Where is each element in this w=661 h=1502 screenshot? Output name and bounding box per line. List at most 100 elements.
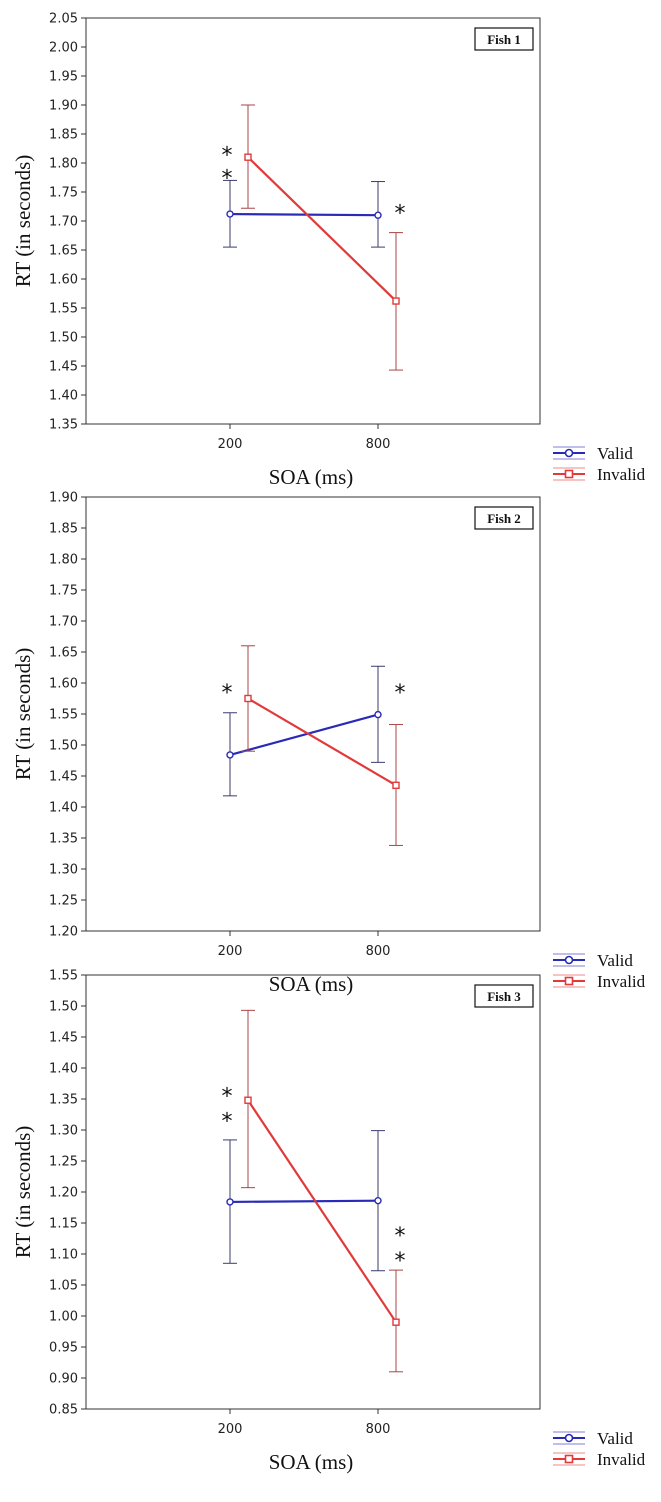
y-tick-label: 1.60 [49, 677, 78, 692]
y-tick-label: 1.15 [49, 1217, 78, 1232]
y-axis-label: RT (in seconds) [11, 155, 35, 288]
plot-frame [85, 974, 541, 1410]
y-tick-label: 1.35 [49, 1093, 78, 1108]
legend-label: Invalid [597, 465, 646, 484]
legend-label: Valid [597, 444, 633, 463]
legend-item-valid: Valid [553, 951, 633, 970]
y-tick-label: 1.90 [49, 99, 78, 114]
x-tick-label: 800 [366, 944, 391, 959]
y-tick-label: 0.85 [49, 1403, 78, 1418]
y-tick-label: 1.50 [49, 739, 78, 754]
chart-panel-1: 1.35 1.40 1.45 1.50 1.55 1.60 1.65 1.70 1.75 1.80… [11, 12, 646, 490]
series-line-valid [229, 1199, 379, 1204]
y-tick-label: 1.00 [49, 1310, 78, 1325]
legend-item-valid: Valid [553, 1429, 633, 1448]
legend-label: Valid [597, 1429, 633, 1448]
y-tick-label: 1.05 [49, 1279, 78, 1294]
data-point-valid [374, 211, 382, 219]
data-point-valid [226, 751, 234, 759]
y-tick-label: 1.75 [49, 584, 78, 599]
data-point-invalid [244, 153, 252, 161]
x-tick-label: 800 [366, 1422, 391, 1437]
y-tick-label: 1.80 [49, 553, 78, 568]
significance-star: * [395, 681, 406, 706]
series-line-valid [229, 212, 379, 217]
panel-title: Fish 2 [487, 511, 521, 526]
legend-item-invalid: Invalid [553, 465, 646, 484]
y-tick-label: 1.95 [49, 70, 78, 85]
y-tick-label: 2.00 [49, 41, 78, 56]
panel-title-frame [474, 506, 534, 530]
data-point-invalid [392, 297, 400, 305]
data-point-valid [226, 1198, 234, 1206]
significance-star: * [395, 1249, 406, 1274]
y-tick-label: 1.60 [49, 273, 78, 288]
y-tick-label: 1.75 [49, 186, 78, 201]
y-tick-label: 0.95 [49, 1341, 78, 1356]
legend-item-valid: Valid [553, 444, 633, 463]
legend-item-invalid: Invalid [553, 1450, 646, 1469]
data-point-invalid [244, 694, 252, 703]
data-point-invalid [244, 1096, 252, 1104]
x-tick-label: 800 [366, 437, 391, 452]
y-tick-label: 1.25 [49, 894, 78, 909]
panel-title-frame [474, 984, 534, 1008]
x-tick-label: 200 [218, 437, 243, 452]
legend-marker-square [564, 976, 574, 986]
significance-star: * [222, 144, 233, 169]
y-tick-label: 1.65 [49, 244, 78, 259]
series-line-invalid [247, 156, 397, 302]
y-tick-label: 1.50 [49, 331, 78, 346]
y-tick-label: 1.45 [49, 770, 78, 785]
y-tick-label: 1.45 [49, 1031, 78, 1046]
chart-panel-3: 0.85 0.90 0.95 1.00 1.05 1.10 1.15 1.20 1.25 1.30… [11, 969, 646, 1475]
plot-frame [85, 496, 541, 932]
y-axis-label: RT (in seconds) [11, 648, 35, 781]
x-tick-label: 200 [218, 944, 243, 959]
panel-title: Fish 3 [487, 989, 521, 1004]
panel-title: Fish 1 [487, 32, 521, 47]
y-tick-label: 1.10 [49, 1248, 78, 1263]
y-tick-label: 1.85 [49, 128, 78, 143]
y-tick-label: 1.50 [49, 1000, 78, 1015]
panel-title-box: Fish 3 [474, 984, 534, 1008]
y-tick-label: 1.65 [49, 646, 78, 661]
y-tick-label: 1.70 [49, 615, 78, 630]
y-tick-label: 1.85 [49, 522, 78, 537]
y-tick-label: 1.55 [49, 969, 78, 984]
series-line-valid [229, 713, 379, 756]
legend: Valid Invalid [553, 444, 646, 484]
y-tick-label: 1.70 [49, 215, 78, 230]
significance-star: * [395, 202, 406, 227]
legend-marker-square [564, 1454, 574, 1464]
y-tick-label: 1.40 [49, 1062, 78, 1077]
y-tick-label: 1.55 [49, 302, 78, 317]
x-axis-label: SOA (ms) [269, 972, 354, 996]
y-tick-label: 1.40 [49, 389, 78, 404]
legend: Valid Invalid [553, 1429, 646, 1469]
series-line-invalid [247, 697, 397, 787]
significance-star: * [222, 681, 233, 706]
legend: Valid Invalid [553, 951, 646, 991]
y-tick-label: 2.05 [49, 12, 78, 27]
significance-star: * [222, 1085, 233, 1110]
y-tick-label: 0.90 [49, 1372, 78, 1387]
x-axis-label: SOA (ms) [269, 465, 354, 489]
x-tick-label: 200 [218, 1422, 243, 1437]
y-tick-label: 1.45 [49, 360, 78, 375]
data-point-invalid [392, 781, 400, 789]
y-tick-label: 1.20 [49, 925, 78, 940]
significance-star: * [395, 1224, 406, 1249]
data-point-valid [374, 710, 382, 719]
legend-marker-circle [564, 955, 574, 965]
data-point-valid [226, 210, 234, 218]
panel-title-box: Fish 2 [474, 506, 534, 530]
y-tick-label: 1.35 [49, 418, 78, 433]
y-tick-label: 1.90 [49, 491, 78, 506]
panel-title-box: Fish 1 [474, 27, 534, 51]
legend-marker-circle [564, 448, 574, 458]
legend-label: Invalid [597, 972, 646, 991]
y-tick-label: 1.20 [49, 1186, 78, 1201]
y-tick-label: 1.30 [49, 1124, 78, 1139]
